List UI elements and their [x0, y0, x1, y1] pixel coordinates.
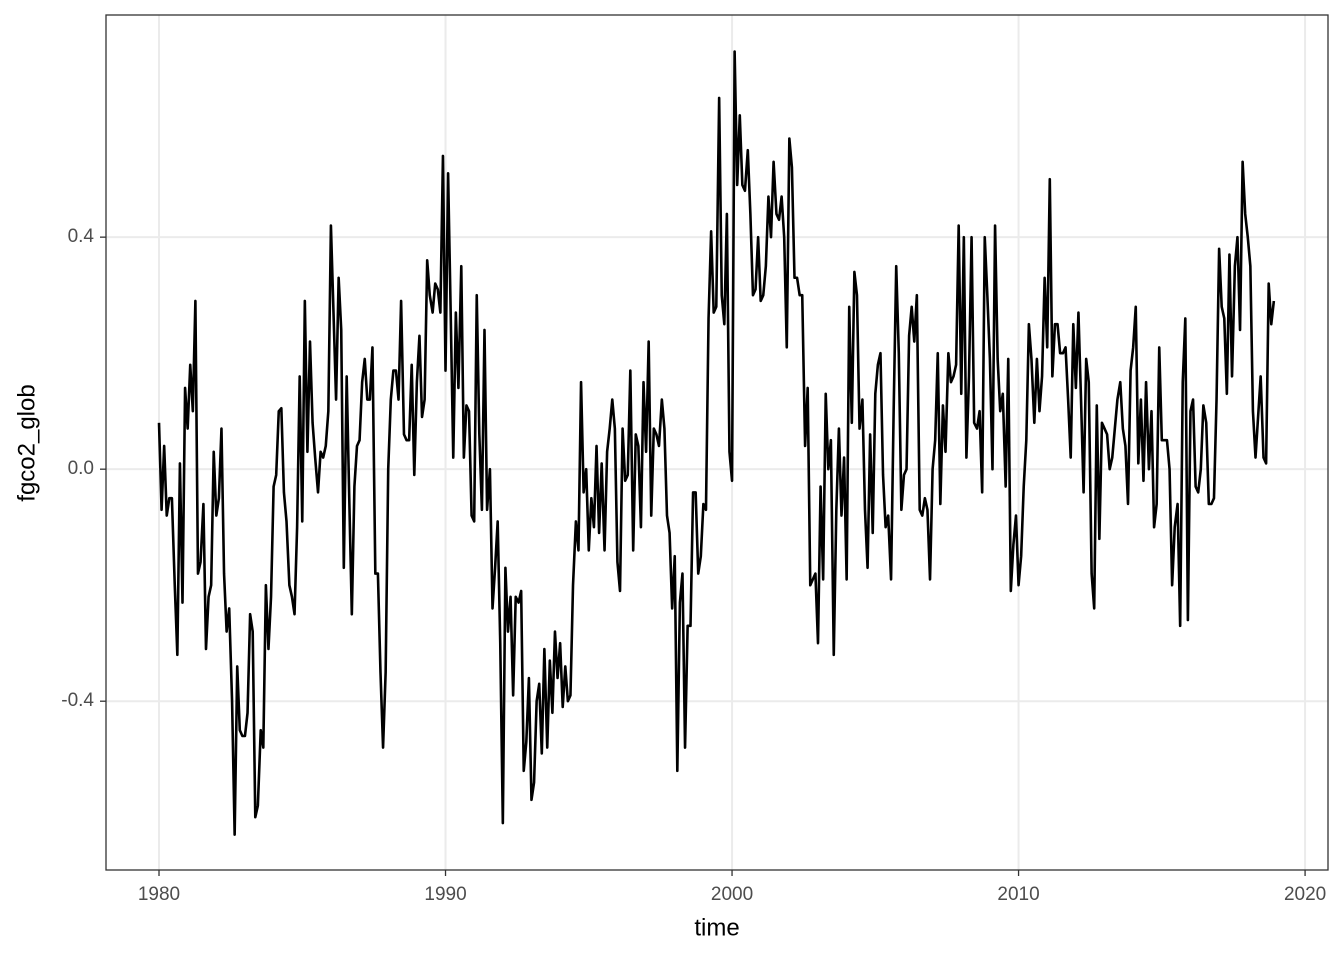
axes: 1980 1990 2000 2010 2020 -0.4 0.0 0.4 [61, 226, 1326, 905]
y-tick-label: 0.4 [68, 226, 95, 247]
y-tick-label: -0.4 [61, 690, 94, 711]
y-axis-title: fgco2_glob [13, 384, 40, 501]
plot [157, 50, 1276, 836]
panel-border [105, 14, 1329, 871]
x-tick-label: 2000 [711, 884, 753, 905]
y-tick-label: 0.0 [68, 458, 94, 479]
x-tick-label: 1980 [138, 884, 180, 905]
data-line [157, 50, 1276, 836]
x-tick-label: 2020 [1284, 884, 1326, 905]
x-tick-label: 2010 [997, 884, 1039, 905]
x-tick-label: 1990 [424, 884, 466, 905]
x-axis-title: time [694, 914, 739, 941]
